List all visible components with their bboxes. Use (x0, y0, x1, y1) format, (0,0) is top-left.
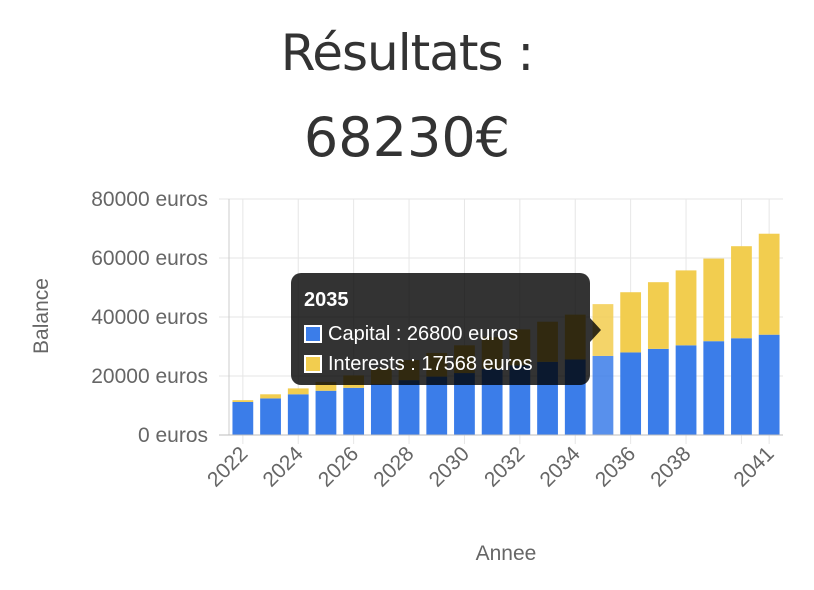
x-tick-label: 2022 (203, 442, 252, 491)
bar-interests-2024 (287, 388, 309, 395)
y-axis-title: Balance (30, 278, 53, 354)
bar-capital-2038 (675, 345, 697, 435)
bar-capital-2024 (287, 394, 309, 435)
bar-interests-2022 (232, 400, 254, 402)
y-tick-label: 60000 euros (91, 247, 208, 270)
x-tick-label: 2038 (646, 442, 695, 491)
results-title: Résultats : (280, 24, 535, 82)
x-tick-label: 2024 (258, 442, 308, 492)
tooltip-title: 2035 (304, 289, 349, 311)
bar-capital-2039 (703, 341, 725, 435)
results-total: 68230€ (303, 106, 511, 169)
bar-capital-2026 (343, 387, 365, 435)
bar-interests-2040 (731, 246, 752, 339)
tooltip-caret (590, 318, 601, 342)
x-tick-label: 2030 (425, 442, 474, 491)
tooltip-row-interests: Interests : 17568 euros (304, 349, 577, 379)
bar-interests-2023 (260, 394, 281, 399)
capital-swatch-icon (304, 325, 322, 343)
y-tick-label: 40000 euros (91, 306, 208, 329)
x-tick-label: 2034 (535, 442, 585, 492)
bar-capital-2035 (592, 355, 614, 435)
bar-capital-2028 (398, 380, 420, 435)
tooltip-capital-label: Capital : 26800 euros (328, 322, 519, 345)
tooltip-interests-label: Interests : 17568 euros (328, 352, 533, 375)
bar-interests-2025 (315, 381, 337, 391)
bar-capital-2037 (647, 348, 669, 435)
x-tick-label: 2036 (591, 442, 640, 491)
bar-capital-2036 (620, 352, 642, 435)
bar-interests-2038 (675, 270, 697, 346)
axes (219, 199, 783, 436)
x-tick-label: 2032 (480, 442, 529, 491)
interests-swatch-icon (304, 355, 322, 373)
bar-interests-2036 (620, 292, 642, 353)
x-tick-label: 2028 (369, 442, 418, 491)
bar-capital-2031 (481, 368, 503, 435)
y-tick-labels: 0 euros 20000 euros 40000 euros 60000 euros… (91, 188, 208, 447)
bar-capital-2025 (315, 390, 337, 435)
bar-capital-2022 (232, 401, 254, 435)
bar-interests-2035 (592, 304, 614, 356)
bar-capital-2041 (758, 334, 780, 435)
x-tick-label: 2026 (314, 442, 363, 491)
bar-capital-2027 (370, 384, 392, 435)
x-axis-title: Annee (476, 542, 537, 565)
y-tick-label: 80000 euros (91, 188, 208, 211)
bar-interests-2041 (758, 233, 780, 335)
bar-capital-2029 (426, 376, 448, 435)
y-tick-label: 0 euros (138, 424, 208, 447)
bar-interests-2039 (703, 258, 725, 342)
bar-capital-2030 (454, 373, 475, 435)
bar-capital-2023 (260, 398, 281, 435)
bar-interests-2037 (647, 282, 669, 349)
x-tick-labels: 2022 2024 2026 2028 2030 2032 2034 2036 2038 2041 (203, 442, 779, 492)
tooltip-row-capital: Capital : 26800 euros (304, 319, 577, 349)
y-tick-label: 20000 euros (91, 365, 208, 388)
bar-capital-2040 (731, 338, 752, 435)
tooltip: 2035 Capital : 26800 euros Interests : 1… (291, 273, 590, 385)
x-tick-label: 2041 (729, 442, 778, 491)
